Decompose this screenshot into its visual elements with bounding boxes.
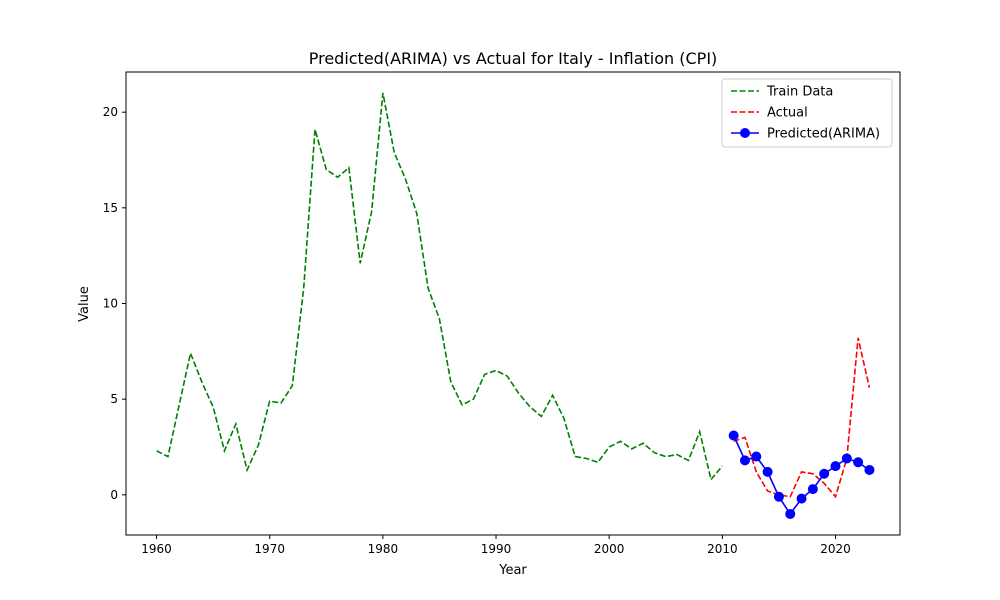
y-tick-label: 20 — [103, 105, 118, 119]
x-tick-label: 2020 — [820, 542, 851, 556]
x-axis-label: Year — [498, 563, 527, 578]
x-tick-label: 2010 — [707, 542, 738, 556]
data-point-predicted-arima — [728, 430, 739, 441]
y-tick-label: 0 — [110, 488, 118, 502]
data-point-predicted-arima — [773, 491, 784, 502]
legend: Train Data Actual Predicted(ARIMA) — [721, 78, 893, 148]
series-layer — [156, 92, 875, 519]
data-point-predicted-arima — [841, 453, 852, 464]
y-axis-label: Value — [77, 286, 92, 322]
data-point-predicted-arima — [762, 466, 773, 477]
legend-label: Actual — [767, 106, 808, 121]
y-tick-label: 15 — [103, 201, 118, 215]
data-point-predicted-arima — [830, 461, 841, 472]
legend-item-train-data: Train Data — [731, 85, 833, 100]
y-axis: 0 5 10 15 20 — [103, 105, 126, 502]
legend-label: Train Data — [766, 85, 833, 100]
data-point-predicted-arima — [751, 451, 762, 462]
legend-item-predicted-arima: Predicted(ARIMA) — [731, 127, 880, 142]
data-point-predicted-arima — [819, 468, 830, 479]
x-axis: 1960 1970 1980 1990 2000 2010 2020 — [141, 535, 851, 556]
data-point-predicted-arima — [853, 457, 864, 468]
series-line-train-data — [156, 92, 723, 482]
data-point-predicted-arima — [796, 493, 807, 504]
x-tick-label: 1960 — [141, 542, 172, 556]
x-tick-label: 1990 — [481, 542, 512, 556]
x-tick-label: 1980 — [368, 542, 399, 556]
legend-marker — [740, 128, 750, 138]
y-tick-label: 10 — [103, 297, 118, 311]
x-tick-label: 1970 — [254, 542, 285, 556]
legend-label: Predicted(ARIMA) — [767, 127, 880, 142]
legend-box — [721, 78, 893, 148]
plot-area: 1960 1970 1980 1990 2000 2010 2020 0 5 10 15 20 — [103, 71, 901, 556]
legend-item-actual: Actual — [731, 106, 808, 121]
y-tick-label: 5 — [110, 392, 118, 406]
x-tick-label: 2000 — [594, 542, 625, 556]
data-point-predicted-arima — [739, 455, 750, 466]
data-point-predicted-arima — [864, 464, 875, 475]
data-point-predicted-arima — [807, 484, 818, 495]
chart-title: Predicted(ARIMA) vs Actual for Italy - I… — [309, 49, 718, 68]
data-point-predicted-arima — [785, 508, 796, 519]
